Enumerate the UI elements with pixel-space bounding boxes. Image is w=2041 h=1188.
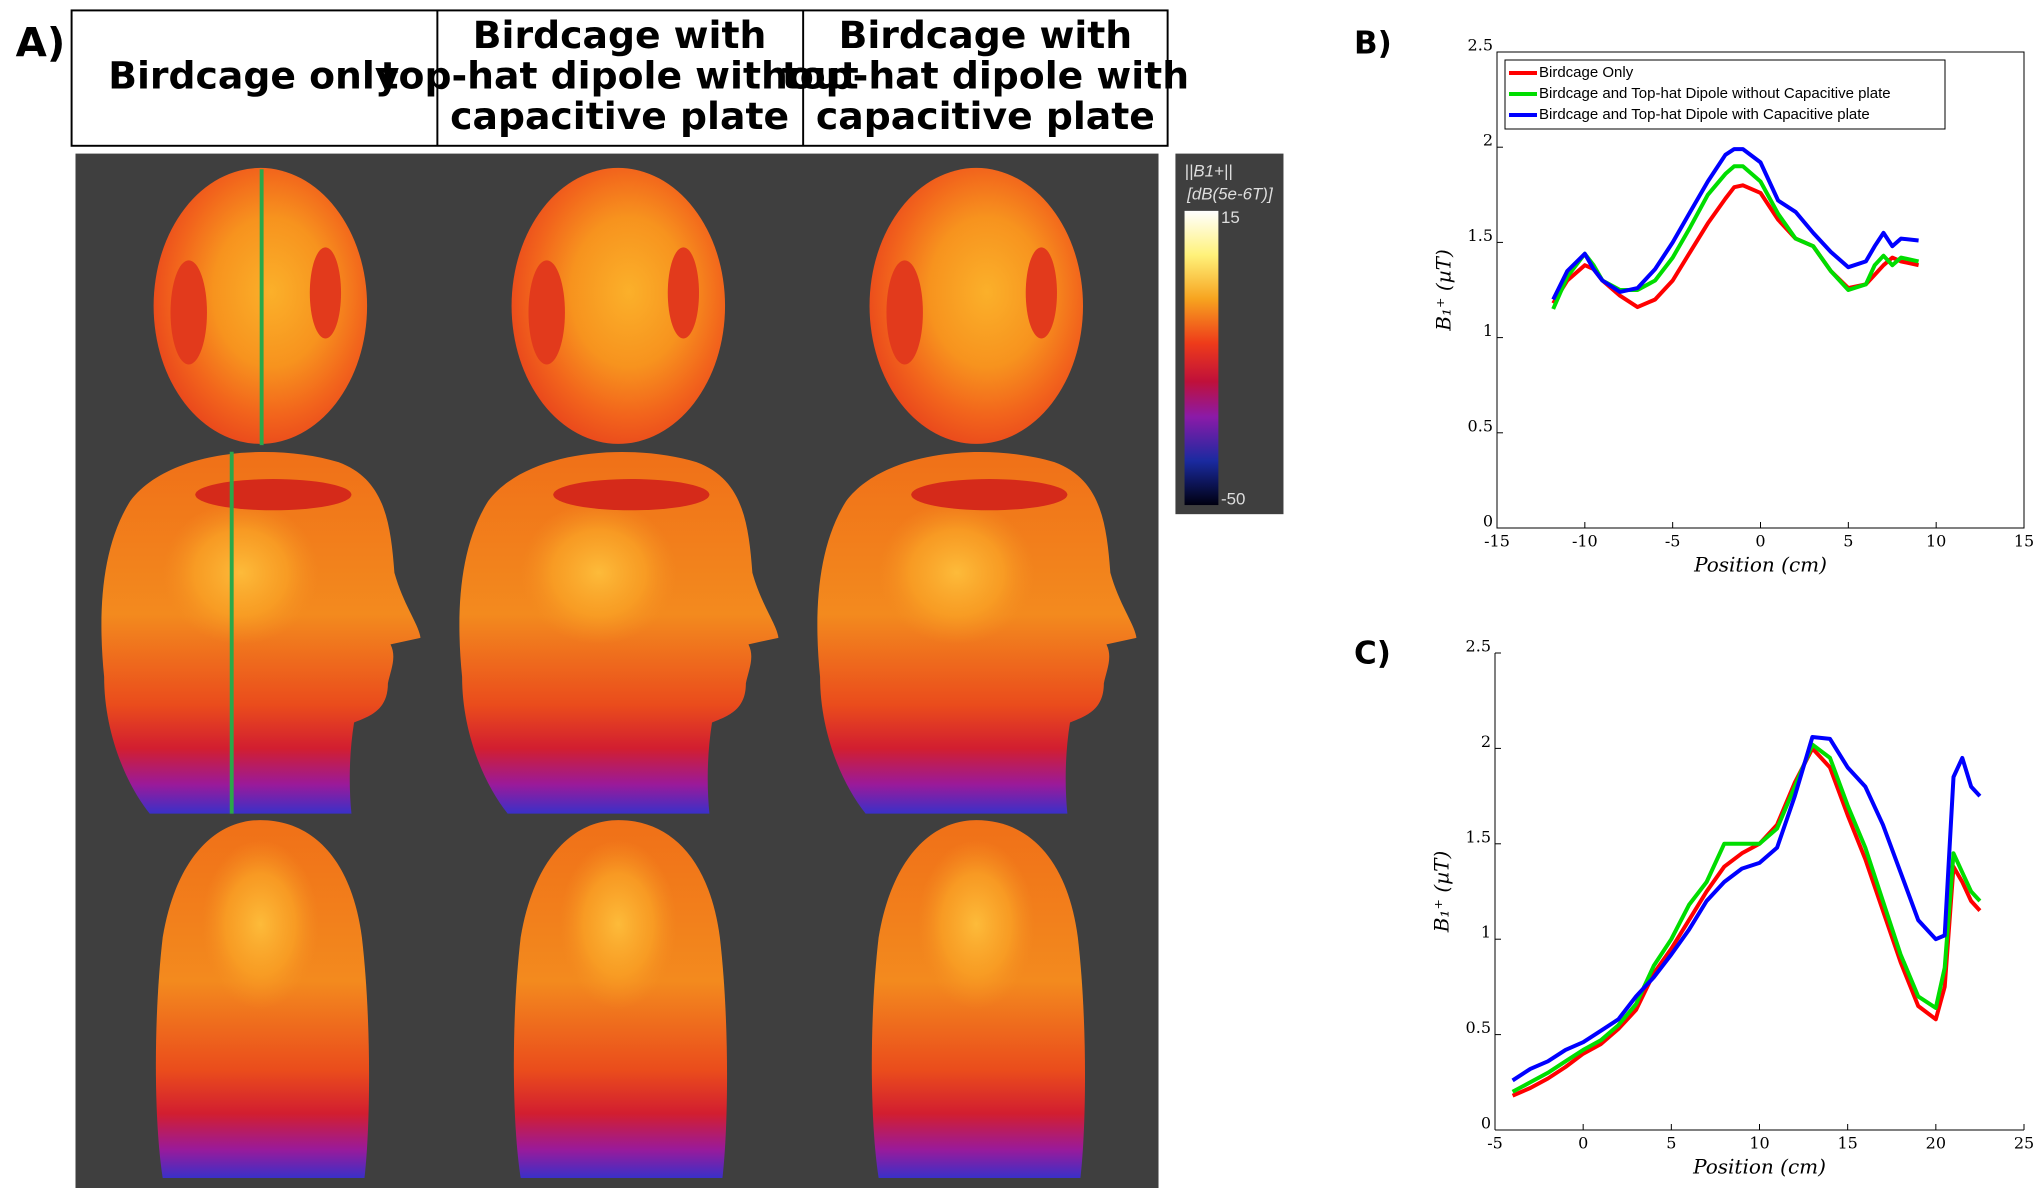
x-tick-label: -10 [1572, 532, 1598, 551]
header-table [70, 9, 1169, 147]
data-line [1551, 147, 1919, 301]
header-text: Birdcage with [473, 13, 767, 57]
y-axis-label: B₁⁺ (µT) [1430, 851, 1454, 934]
x-tick-label: 25 [2014, 1134, 2034, 1153]
x-tick-label: 0 [1755, 532, 1765, 551]
y-tick-label: 1.5 [1466, 827, 1491, 846]
legend-label: Birdcage and Top-hat Dipole with Capacit… [1539, 106, 1870, 123]
x-tick-label: -15 [1484, 532, 1510, 551]
x-tick-label: 10 [1926, 532, 1946, 551]
x-tick-label: 5 [1666, 1134, 1676, 1153]
x-tick-label: 5 [1843, 532, 1853, 551]
header-text: capacitive plate [450, 94, 789, 138]
y-tick-label: 2.5 [1466, 637, 1491, 656]
y-axis-label: B₁⁺ (µT) [1432, 249, 1456, 332]
panel-label: A) [16, 20, 66, 67]
data-line [1511, 735, 1982, 1083]
x-tick-label: 0 [1578, 1134, 1588, 1153]
header-text: top-hat dipole without [381, 54, 859, 98]
x-axis-label: Position (cm) [1693, 553, 1827, 577]
legend-label: Birdcage Only [1539, 64, 1634, 81]
colorbar-unit: [dB(5e-6T)] [1186, 185, 1274, 204]
y-tick-label: 2 [1481, 732, 1491, 751]
panel-label: B) [1354, 26, 1392, 62]
colorbar [1184, 210, 1219, 506]
data-line [1551, 183, 1920, 310]
header-text: Birdcage only [108, 54, 399, 98]
y-tick-label: 2.5 [1468, 36, 1493, 55]
chart: B) -15 -10 -5 0 5 10 15 0 0.5 1 1.5 2 2.5 Position (cm… [1354, 26, 2034, 577]
legend-label: Birdcage and Top-hat Dipole without Capa… [1539, 85, 1891, 102]
legend-box [1504, 59, 1946, 130]
x-axis-label: Position (cm) [1692, 1155, 1826, 1179]
panel-label: C) [1354, 636, 1391, 672]
data-line [1511, 742, 1982, 1094]
y-tick-label: 1 [1481, 923, 1491, 942]
x-tick-label: -5 [1487, 1134, 1503, 1153]
colorbar-title: ||B1+|| [1185, 161, 1233, 180]
colorbar-max: 15 [1221, 208, 1240, 227]
x-tick-label: 20 [1926, 1134, 1946, 1153]
y-tick-label: 2 [1483, 131, 1493, 150]
colorbar-min: -50 [1221, 489, 1245, 508]
y-tick-label: 0.5 [1468, 416, 1493, 435]
header-text: capacitive plate [816, 94, 1155, 138]
header-text: top-hat dipole with [782, 54, 1189, 98]
x-tick-label: -5 [1665, 532, 1681, 551]
header-text: Birdcage with [839, 13, 1133, 57]
y-tick-label: 1 [1483, 321, 1493, 340]
x-tick-label: 15 [1837, 1134, 1857, 1153]
x-tick-label: 15 [2014, 532, 2034, 551]
y-tick-label: 0 [1481, 1114, 1491, 1133]
y-tick-label: 0 [1483, 512, 1493, 531]
y-tick-label: 0.5 [1466, 1018, 1491, 1037]
y-tick-label: 1.5 [1468, 226, 1493, 245]
x-tick-label: 10 [1749, 1134, 1769, 1153]
